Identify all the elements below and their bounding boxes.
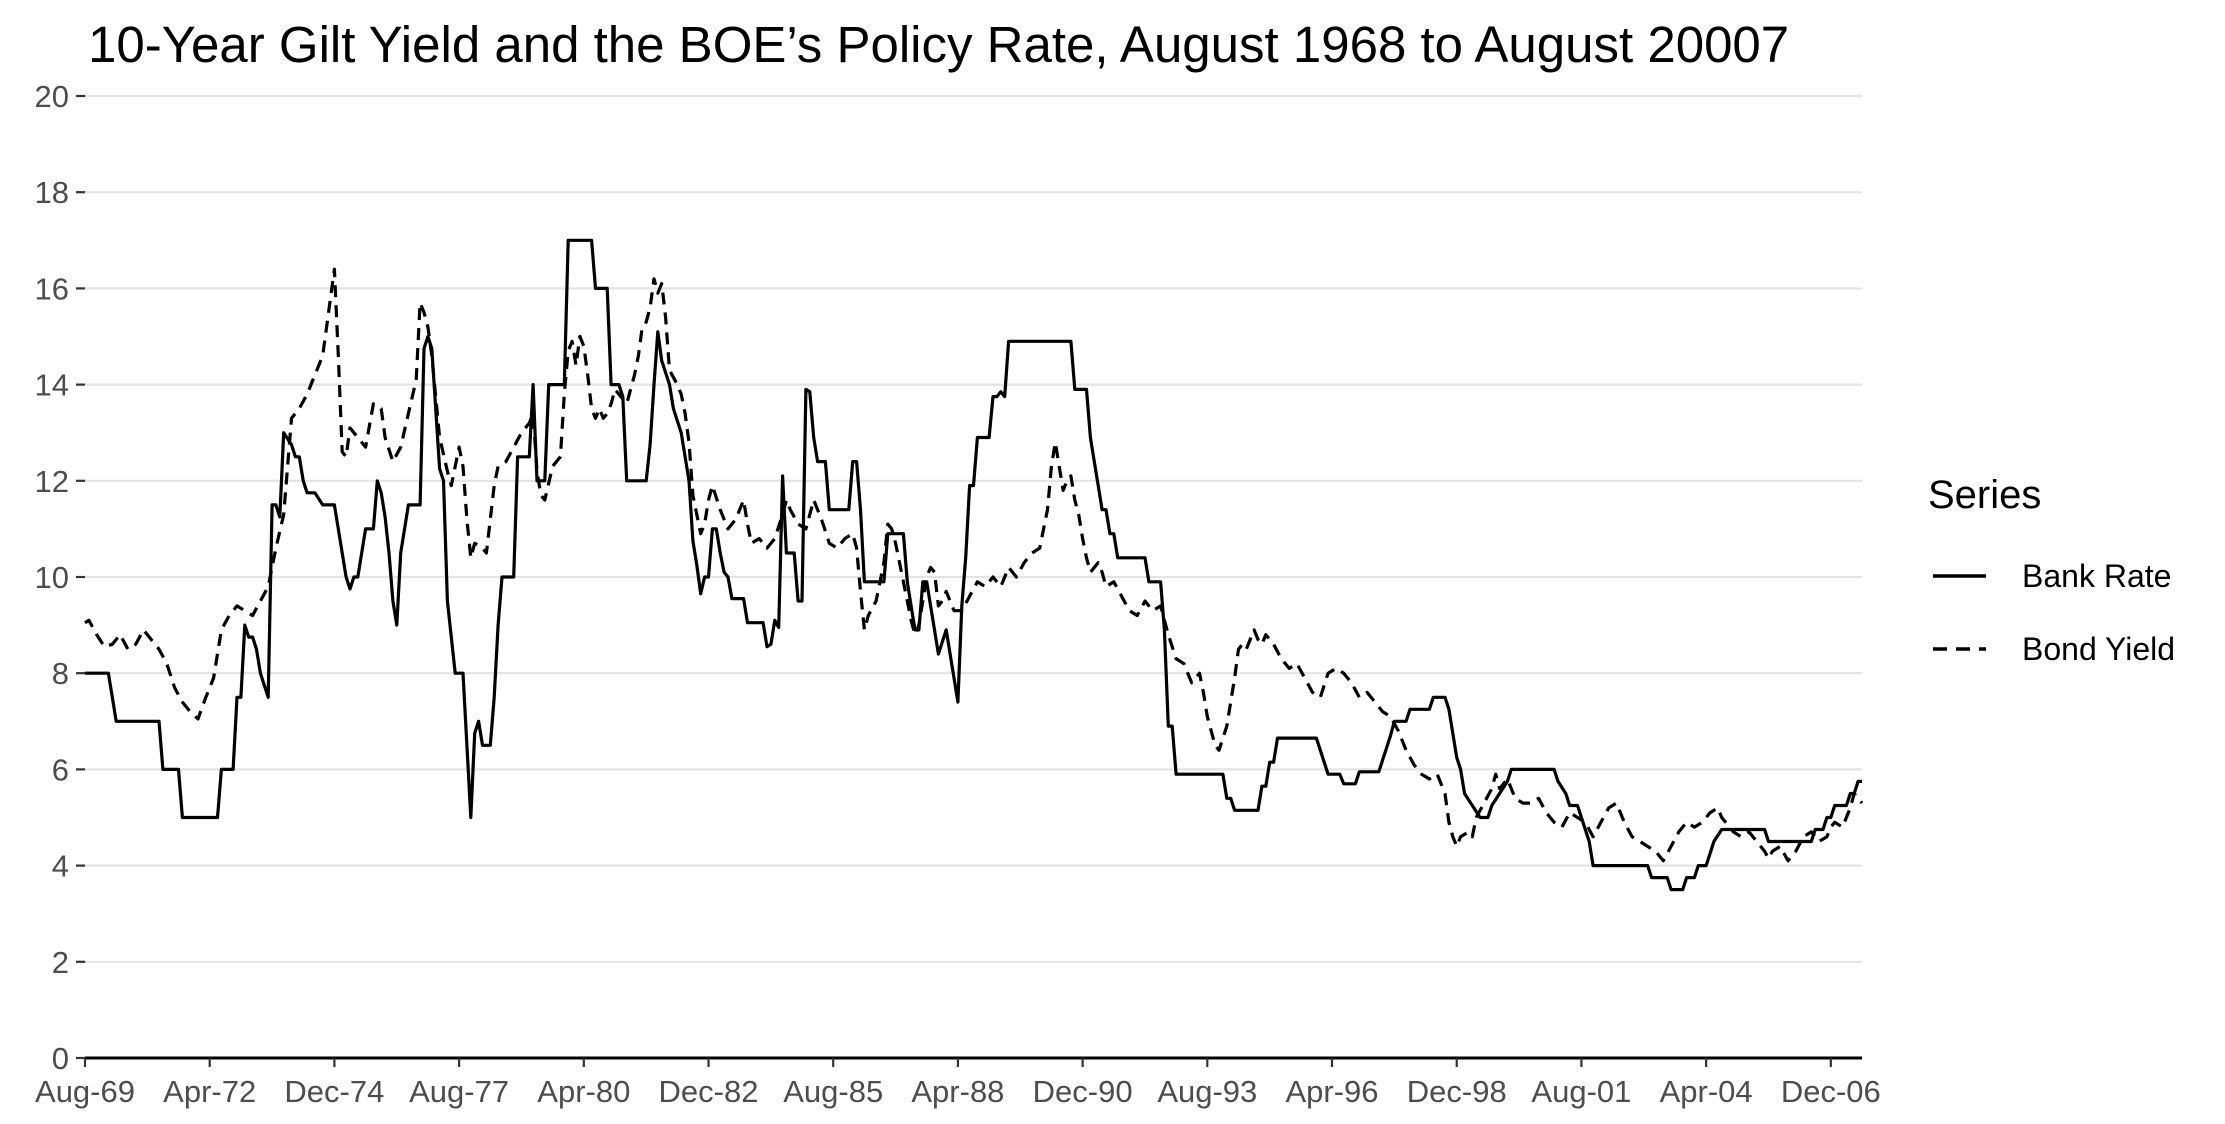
x-tick-label: Aug-85 [783, 1074, 883, 1109]
x-tick-label: Dec-90 [1033, 1074, 1133, 1109]
y-tick-label: 8 [52, 656, 69, 691]
y-tick-label: 16 [35, 271, 69, 306]
legend-label-bank-rate: Bank Rate [2022, 558, 2171, 594]
x-tick-label: Dec-06 [1781, 1074, 1881, 1109]
x-tick-label: Apr-72 [163, 1074, 256, 1109]
y-tick-label: 20 [35, 79, 69, 114]
x-tick-label: Aug-93 [1157, 1074, 1257, 1109]
y-tick-label: 2 [52, 945, 69, 980]
x-tick-label: Apr-96 [1285, 1074, 1378, 1109]
x-tick-label: Apr-80 [537, 1074, 630, 1109]
x-tick-label: Apr-88 [911, 1074, 1004, 1109]
grid [85, 94, 1862, 1060]
legend-label-bond-yield: Bond Yield [2022, 631, 2175, 667]
x-tick-label: Dec-74 [284, 1074, 384, 1109]
chart-title: 10-Year Gilt Yield and the BOE’s Policy … [88, 16, 1789, 73]
legend-title: Series [1928, 473, 2041, 517]
y-tick-label: 12 [35, 464, 69, 499]
x-tick-label: Aug-69 [35, 1074, 135, 1109]
x-tick-label: Aug-01 [1531, 1074, 1631, 1109]
legend: Series Bank Rate Bond Yield [1928, 473, 2175, 667]
x-tick-label: Dec-98 [1407, 1074, 1507, 1109]
y-tick-label: 0 [52, 1041, 69, 1076]
x-tick-label: Aug-77 [409, 1074, 509, 1109]
x-tick-label: Apr-04 [1660, 1074, 1753, 1109]
y-tick-label: 18 [35, 175, 69, 210]
axes: 0 2 4 6 8 10 12 14 16 18 20 Aug-69 Apr-72 Dec-74 Aug-7… [35, 79, 1881, 1109]
y-tick-label: 4 [52, 849, 69, 884]
y-tick-label: 6 [52, 752, 69, 787]
y-tick-label: 10 [35, 560, 69, 595]
x-tick-label: Dec-82 [659, 1074, 759, 1109]
series-lines [84, 238, 1864, 892]
y-tick-label: 14 [35, 368, 69, 403]
series-line-bond-yield [84, 267, 1864, 863]
series-line-bank-rate [85, 238, 1862, 892]
